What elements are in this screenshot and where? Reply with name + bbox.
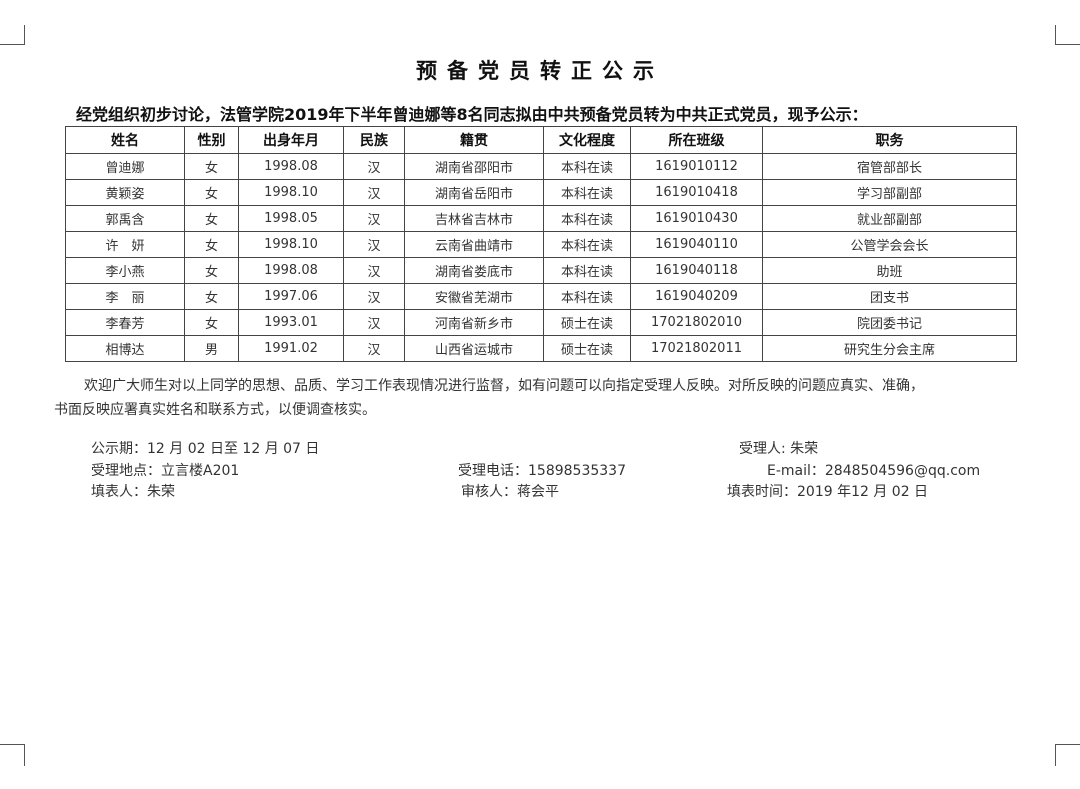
cell-education: 本科在读 bbox=[543, 283, 631, 310]
publicity-period: 公示期：12 月 02 日至 12 月 07 日 bbox=[91, 441, 320, 457]
cell-ethnicity: 汉 bbox=[343, 231, 405, 258]
cell-name: 李春芳 bbox=[65, 309, 185, 336]
cell-position: 院团委书记 bbox=[762, 309, 1017, 336]
cell-gender: 女 bbox=[184, 179, 239, 206]
crop-mark-bottom-left bbox=[0, 744, 25, 766]
cell-position: 学习部副部 bbox=[762, 179, 1017, 206]
table-row: 相博达男 1991.02 汉山西省运城市 硕士在读 17021802011 研究生分会主席 bbox=[65, 335, 1017, 362]
cell-gender: 女 bbox=[184, 153, 239, 180]
cell-hometown: 云南省曲靖市 bbox=[404, 231, 544, 258]
notice-paragraph-line-2: 书面反映应署真实姓名和联系方式，以便调查核实。 bbox=[54, 402, 376, 418]
cell-position: 就业部副部 bbox=[762, 205, 1017, 232]
cell-class: 1619010112 bbox=[630, 153, 763, 180]
cell-position: 助班 bbox=[762, 257, 1017, 284]
cell-birth: 1997.06 bbox=[238, 283, 344, 310]
cell-name: 相博达 bbox=[65, 335, 185, 362]
cell-education: 硕士在读 bbox=[543, 309, 631, 336]
candidates-table: 姓名 性别 出身年月 民族 籍贯 文化程度 所在班级 职务 曾迪娜女 1998.0… bbox=[65, 126, 1017, 362]
header-birth: 出身年月 bbox=[238, 126, 344, 154]
cell-birth: 1998.10 bbox=[238, 179, 344, 206]
cell-hometown: 湖南省邵阳市 bbox=[404, 153, 544, 180]
intro-text: 经党组织初步讨论，法管学院2019年下半年曾迪娜等8名同志拟由中共预备党员转为中… bbox=[76, 105, 868, 124]
header-name: 姓名 bbox=[65, 126, 185, 154]
header-class: 所在班级 bbox=[630, 126, 763, 154]
cell-ethnicity: 汉 bbox=[343, 257, 405, 284]
cell-hometown: 河南省新乡市 bbox=[404, 309, 544, 336]
cell-class: 17021802010 bbox=[630, 309, 763, 336]
form-filler: 填表人：朱荣 bbox=[91, 484, 175, 500]
cell-gender: 女 bbox=[184, 257, 239, 284]
document-title: 预备党员转正公示 bbox=[416, 59, 664, 83]
cell-position: 宿管部部长 bbox=[762, 153, 1017, 180]
cell-class: 1619040118 bbox=[630, 257, 763, 284]
table-row: 郭禹含女 1998.05 汉吉林省吉林市 本科在读 1619010430 就业部副部 bbox=[65, 205, 1017, 232]
crop-mark-top-right bbox=[1055, 25, 1080, 45]
cell-birth: 1998.10 bbox=[238, 231, 344, 258]
cell-class: 1619040110 bbox=[630, 231, 763, 258]
cell-name: 李小燕 bbox=[65, 257, 185, 284]
fill-date: 填表时间：2019 年12 月 02 日 bbox=[727, 484, 929, 500]
email: E-mail：2848504596@qq.com bbox=[767, 463, 981, 479]
cell-birth: 1991.02 bbox=[238, 335, 344, 362]
header-ethnicity: 民族 bbox=[343, 126, 405, 154]
cell-education: 本科在读 bbox=[543, 257, 631, 284]
cell-ethnicity: 汉 bbox=[343, 205, 405, 232]
cell-education: 本科在读 bbox=[543, 205, 631, 232]
cell-education: 本科在读 bbox=[543, 231, 631, 258]
header-hometown: 籍贯 bbox=[404, 126, 544, 154]
cell-ethnicity: 汉 bbox=[343, 179, 405, 206]
cell-position: 公管学会会长 bbox=[762, 231, 1017, 258]
header-position: 职务 bbox=[762, 126, 1017, 154]
cell-name: 郭禹含 bbox=[65, 205, 185, 232]
phone: 受理电话：15898535337 bbox=[458, 463, 626, 479]
cell-name: 黄颖姿 bbox=[65, 179, 185, 206]
cell-education: 本科在读 bbox=[543, 179, 631, 206]
cell-name: 曾迪娜 bbox=[65, 153, 185, 180]
cell-ethnicity: 汉 bbox=[343, 153, 405, 180]
cell-name: 许 妍 bbox=[65, 231, 185, 258]
notice-paragraph-line-1: 欢迎广大师生对以上同学的思想、品质、学习工作表现情况进行监督，如有问题可以向指定… bbox=[84, 378, 924, 394]
table-row: 曾迪娜女 1998.08 汉湖南省邵阳市 本科在读 1619010112 宿管部部长 bbox=[65, 153, 1017, 180]
cell-position: 研究生分会主席 bbox=[762, 335, 1017, 362]
table-row: 李小燕女 1998.08 汉湖南省娄底市 本科在读 1619040118 助班 bbox=[65, 257, 1017, 284]
cell-class: 1619010430 bbox=[630, 205, 763, 232]
cell-ethnicity: 汉 bbox=[343, 283, 405, 310]
reviewer: 审核人：蒋会平 bbox=[461, 484, 559, 500]
handler: 受理人: 朱荣 bbox=[739, 441, 819, 457]
header-education: 文化程度 bbox=[543, 126, 631, 154]
cell-class: 1619010418 bbox=[630, 179, 763, 206]
cell-class: 1619040209 bbox=[630, 283, 763, 310]
cell-gender: 女 bbox=[184, 231, 239, 258]
cell-birth: 1998.05 bbox=[238, 205, 344, 232]
table-row: 黄颖姿女 1998.10 汉湖南省岳阳市 本科在读 1619010418 学习部副部 bbox=[65, 179, 1017, 206]
cell-hometown: 吉林省吉林市 bbox=[404, 205, 544, 232]
cell-hometown: 安徽省芜湖市 bbox=[404, 283, 544, 310]
cell-hometown: 湖南省岳阳市 bbox=[404, 179, 544, 206]
cell-class: 17021802011 bbox=[630, 335, 763, 362]
cell-name: 李 丽 bbox=[65, 283, 185, 310]
cell-birth: 1998.08 bbox=[238, 153, 344, 180]
cell-position: 团支书 bbox=[762, 283, 1017, 310]
cell-gender: 女 bbox=[184, 283, 239, 310]
cell-ethnicity: 汉 bbox=[343, 309, 405, 336]
cell-hometown: 山西省运城市 bbox=[404, 335, 544, 362]
table-row: 李 丽女 1997.06 汉安徽省芜湖市 本科在读 1619040209 团支书 bbox=[65, 283, 1017, 310]
table-row: 许 妍女 1998.10 汉云南省曲靖市 本科在读 1619040110 公管学会会长 bbox=[65, 231, 1017, 258]
cell-gender: 男 bbox=[184, 335, 239, 362]
cell-birth: 1993.01 bbox=[238, 309, 344, 336]
cell-hometown: 湖南省娄底市 bbox=[404, 257, 544, 284]
cell-education: 本科在读 bbox=[543, 153, 631, 180]
cell-gender: 女 bbox=[184, 309, 239, 336]
header-gender: 性别 bbox=[184, 126, 239, 154]
table-row: 李春芳女 1993.01 汉河南省新乡市 硕士在读 17021802010 院团委书记 bbox=[65, 309, 1017, 336]
crop-mark-top-left bbox=[0, 25, 25, 45]
table-header-row: 姓名 性别 出身年月 民族 籍贯 文化程度 所在班级 职务 bbox=[65, 126, 1017, 154]
cell-ethnicity: 汉 bbox=[343, 335, 405, 362]
cell-education: 硕士在读 bbox=[543, 335, 631, 362]
crop-mark-bottom-right bbox=[1055, 744, 1080, 766]
cell-birth: 1998.08 bbox=[238, 257, 344, 284]
location: 受理地点：立言楼A201 bbox=[91, 463, 240, 479]
cell-gender: 女 bbox=[184, 205, 239, 232]
